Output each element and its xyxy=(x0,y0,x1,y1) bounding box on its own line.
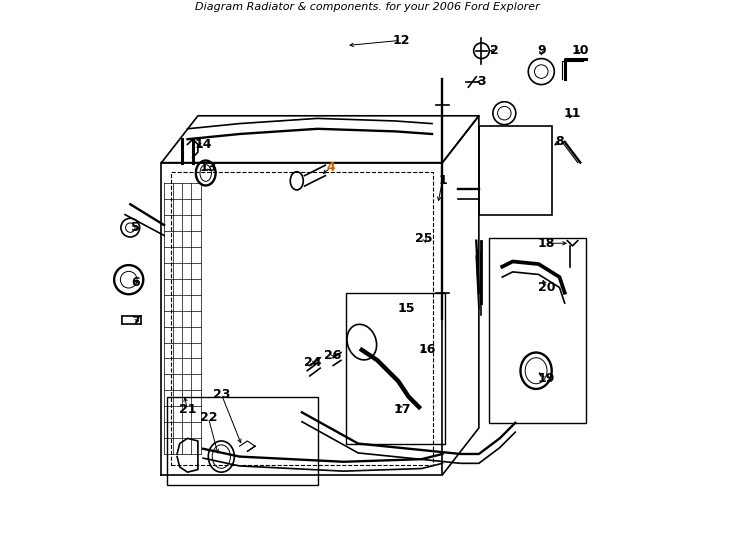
Circle shape xyxy=(120,272,137,288)
Ellipse shape xyxy=(525,357,547,384)
Text: 20: 20 xyxy=(538,281,555,294)
Text: 14: 14 xyxy=(195,138,212,151)
Text: 18: 18 xyxy=(538,237,555,250)
Text: 10: 10 xyxy=(572,44,589,57)
Bar xyxy=(167,397,318,485)
Text: 26: 26 xyxy=(324,349,342,362)
Text: 13: 13 xyxy=(200,161,217,174)
Text: 21: 21 xyxy=(179,403,196,416)
Ellipse shape xyxy=(208,441,234,472)
Bar xyxy=(346,293,445,443)
Text: 5: 5 xyxy=(131,221,140,234)
Text: 19: 19 xyxy=(538,372,555,385)
Text: 25: 25 xyxy=(415,232,433,245)
Text: 8: 8 xyxy=(555,136,564,148)
Circle shape xyxy=(528,58,554,85)
Text: 6: 6 xyxy=(131,276,139,289)
Text: 3: 3 xyxy=(477,76,486,89)
Text: 17: 17 xyxy=(393,403,410,416)
Circle shape xyxy=(126,223,135,232)
Circle shape xyxy=(115,265,143,294)
Text: 4: 4 xyxy=(326,161,335,174)
Text: 15: 15 xyxy=(397,302,415,315)
Ellipse shape xyxy=(200,165,211,181)
Circle shape xyxy=(493,102,516,125)
Text: 12: 12 xyxy=(392,34,410,47)
Text: 9: 9 xyxy=(537,44,545,57)
Bar xyxy=(479,126,552,214)
Text: 22: 22 xyxy=(200,411,217,424)
Circle shape xyxy=(473,43,490,58)
Ellipse shape xyxy=(520,353,552,389)
Text: Diagram Radiator & components. for your 2006 Ford Explorer: Diagram Radiator & components. for your … xyxy=(195,2,539,12)
Text: 11: 11 xyxy=(564,107,581,120)
Text: 16: 16 xyxy=(418,343,435,356)
Text: 7: 7 xyxy=(131,315,140,328)
Ellipse shape xyxy=(196,160,216,186)
Circle shape xyxy=(534,65,548,78)
Text: 1: 1 xyxy=(438,174,447,187)
Ellipse shape xyxy=(212,445,230,468)
Ellipse shape xyxy=(290,172,303,190)
Bar xyxy=(490,238,586,423)
Circle shape xyxy=(121,218,139,237)
Text: 23: 23 xyxy=(213,388,230,401)
Ellipse shape xyxy=(347,325,377,360)
Circle shape xyxy=(498,106,511,120)
Text: 2: 2 xyxy=(490,44,499,57)
Text: 24: 24 xyxy=(304,356,321,369)
